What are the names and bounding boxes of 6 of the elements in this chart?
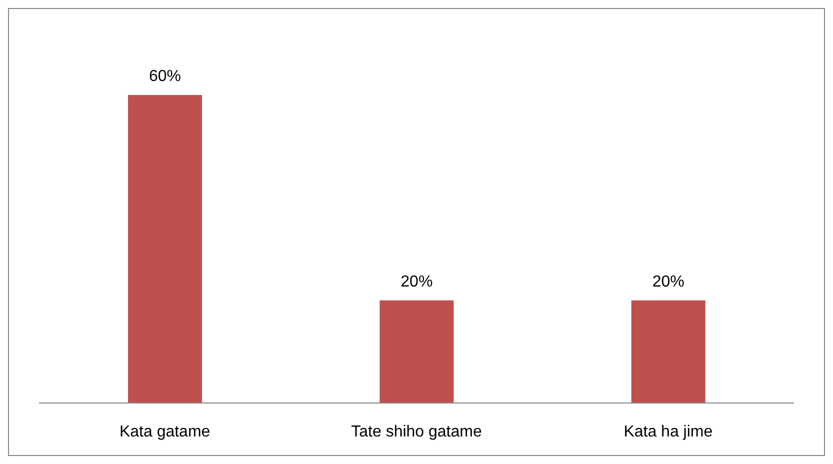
data-label: 20% (652, 273, 684, 290)
x-tick-label: Kata ha jime (624, 423, 713, 440)
data-label: 20% (400, 273, 433, 290)
data-label: 60% (148, 68, 182, 85)
x-tick-label: Tate shiho gatame (351, 423, 482, 440)
x-tick-label: Kata gatame (119, 423, 210, 440)
